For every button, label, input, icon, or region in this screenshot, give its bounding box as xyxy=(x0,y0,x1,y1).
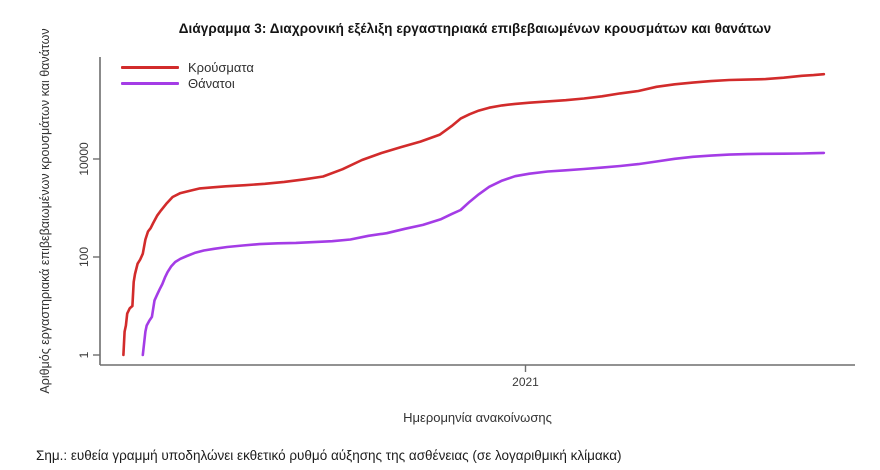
chart-title: Διάγραμμα 3: Διαχρονική εξέλιξη εργαστηρ… xyxy=(178,21,772,36)
y-tick-label: 1 xyxy=(77,351,91,358)
legend: Κρούσματα Θάνατοι xyxy=(121,61,254,90)
footnote: Σημ.: ευθεία γραμμή υποδηλώνει εκθετικό … xyxy=(36,448,622,463)
y-axis-label: Αριθμός εργαστηριακά επιβεβαιωμένων κρου… xyxy=(38,28,52,394)
y-tick-label: 10000 xyxy=(77,142,91,176)
legend-label-deaths: Θάνατοι xyxy=(188,76,235,91)
x-tick-label: 2021 xyxy=(512,375,539,389)
x-axis-label: Ημερομηνία ανακοίνωσης xyxy=(403,410,552,425)
y-tick-label: 100 xyxy=(77,247,91,267)
legend-label-cases: Κρούσματα xyxy=(188,60,254,75)
series-line-cases xyxy=(122,72,826,357)
legend-item-cases: Κρούσματα xyxy=(121,61,254,74)
legend-swatch-deaths xyxy=(121,82,179,85)
series-line-deaths xyxy=(141,151,826,357)
legend-item-deaths: Θάνατοι xyxy=(121,77,254,90)
legend-swatch-cases xyxy=(121,66,179,69)
